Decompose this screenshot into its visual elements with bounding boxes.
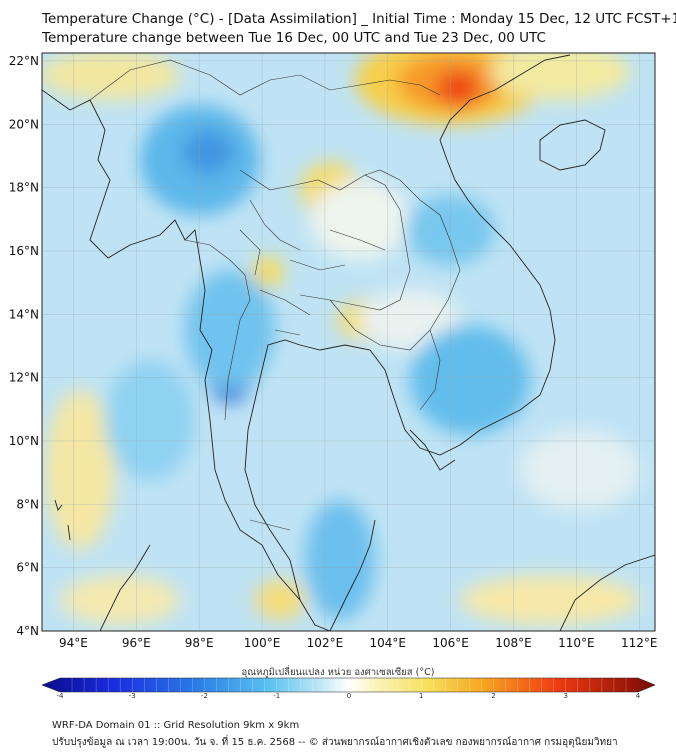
warm-patch-east <box>490 53 630 100</box>
border-thailand-laos <box>239 169 411 311</box>
gridlines <box>42 53 655 631</box>
warm-patch-southwest <box>60 575 180 625</box>
lon-tick-label: 96°E <box>122 636 151 650</box>
colorbar-divisions <box>71 678 627 692</box>
colorbar-tick-label: -4 <box>56 692 64 700</box>
coast-mekong-delta <box>409 429 456 471</box>
lat-tick-label: 20°N <box>9 117 39 131</box>
warm-patch-nw <box>42 53 180 100</box>
border-myanmar-thailand <box>184 239 251 421</box>
warm-patch-central-thailand <box>252 256 284 288</box>
colorbar <box>41 677 656 693</box>
country-borders <box>89 59 461 531</box>
title-line-1: Temperature Change (°C) - [Data Assimila… <box>42 11 676 27</box>
latitude-axis: 22°N 20°N 18°N 16°N 14°N 12°N 10°N 8°N 6°N 4°N <box>9 54 39 638</box>
cold-patch-myanmar-core <box>183 130 233 174</box>
lon-tick-label: 106°E <box>432 636 469 650</box>
lat-tick-label: 16°N <box>9 244 39 258</box>
warm-patch-southeast <box>460 575 640 625</box>
warm-patch-south <box>255 580 305 620</box>
temperature-field <box>42 53 655 631</box>
coast-gulf-thailand <box>244 339 461 601</box>
warm-patch-max <box>436 70 480 106</box>
neutral-patch-south-china-sea <box>520 430 640 510</box>
colorbar-bar <box>41 677 656 693</box>
cold-patch-malaysia <box>305 500 375 620</box>
coast-malaysia-east <box>329 519 376 631</box>
lat-tick-label: 4°N <box>16 624 39 638</box>
footer-line-2: ปรับปรุงข้อมูล ณ เวลา 19:00น. วัน จ. ที่… <box>52 737 618 748</box>
border-cambodia <box>329 299 441 411</box>
colorbar-tick-label: -3 <box>128 692 136 700</box>
coast-vietnam <box>439 54 571 446</box>
lon-tick-label: 100°E <box>244 636 281 650</box>
lat-tick-label: 10°N <box>9 434 39 448</box>
warm-patch-andaman <box>45 390 115 550</box>
lon-tick-label: 102°E <box>307 636 344 650</box>
neutral-patch-laos <box>310 180 410 260</box>
colorbar-label: อุณหภูมิเปลี่ยนแปลง หน่วย องศาเซลเซียส (… <box>241 667 435 678</box>
cold-patch-west-thailand <box>185 270 275 390</box>
lon-tick-label: 104°E <box>370 636 407 650</box>
colorbar-tick-label: -1 <box>273 692 281 700</box>
coast-mainland-west <box>42 89 331 631</box>
lon-tick-label: 98°E <box>185 636 214 650</box>
lat-tick-label: 6°N <box>16 561 39 575</box>
lat-tick-label: 12°N <box>9 371 39 385</box>
border-china <box>89 59 441 101</box>
lat-tick-label: 18°N <box>9 181 39 195</box>
colorbar-tick-label: -2 <box>201 692 208 700</box>
lat-tick-label: 8°N <box>16 497 39 511</box>
border-laos-vietnam <box>364 169 461 331</box>
coast-hainan <box>539 119 606 171</box>
longitude-axis: 94°E 96°E 98°E 100°E 102°E 104°E 106°E 108°E 110… <box>59 636 658 650</box>
colorbar-tick-label: 1 <box>419 692 424 700</box>
lon-tick-label: 94°E <box>59 636 88 650</box>
cold-patch-vietnam <box>410 325 530 435</box>
neutral-patch-cambodia <box>360 290 460 350</box>
lon-tick-label: 112°E <box>621 636 658 650</box>
colorbar-tick-label: 2 <box>491 692 496 700</box>
colorbar-tick-label: 3 <box>563 692 568 700</box>
lat-tick-label: 14°N <box>9 307 39 321</box>
plot-frame <box>41 52 656 632</box>
lat-tick-label: 22°N <box>9 54 39 68</box>
colorbar-tick-label: 4 <box>635 692 641 700</box>
title-line-2: Temperature change between Tue 16 Dec, 0… <box>42 30 546 46</box>
coast-sumatra <box>99 544 151 631</box>
lon-tick-label: 110°E <box>558 636 595 650</box>
colorbar-tick-label: 0 <box>346 692 352 700</box>
footer-line-1: WRF-DA Domain 01 :: Grid Resolution 9km … <box>52 720 300 731</box>
coast-borneo <box>559 554 655 631</box>
lon-tick-label: 108°E <box>495 636 532 650</box>
coastlines <box>42 54 655 631</box>
provinces-thailand <box>239 199 386 336</box>
cold-patch-andaman-sea <box>105 360 195 480</box>
border-malaysia-thailand <box>249 519 291 531</box>
coast-andaman-islands <box>54 499 71 541</box>
cold-patch-gulf-tonkin <box>405 195 495 265</box>
